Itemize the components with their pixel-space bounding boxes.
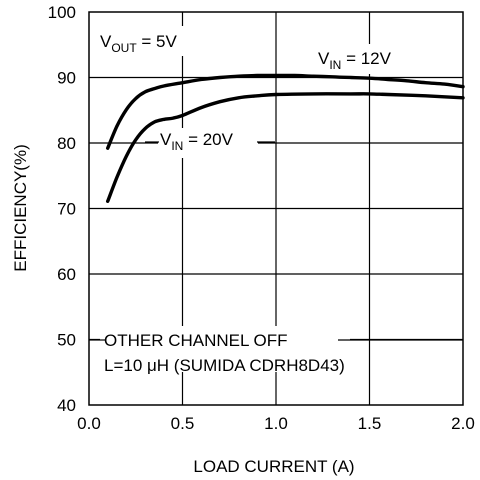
note-bg (100, 326, 350, 372)
x-tick-label: 0.5 (171, 414, 195, 433)
y-tick-label: 90 (57, 69, 76, 88)
vin20-label-bg (158, 128, 258, 158)
note-line-1: OTHER CHANNEL OFF (104, 331, 288, 350)
y-tick-label: 80 (57, 134, 76, 153)
y-tick-label: 60 (57, 265, 76, 284)
x-tick-label: 0.0 (77, 414, 101, 433)
tick-labels: 0.0 0.5 1.0 1.5 2.0 40 50 60 70 80 90 100 (48, 3, 475, 433)
y-axis-title: EFFICIENCY(%) (11, 144, 30, 272)
y-tick-label: 40 (57, 396, 76, 415)
x-tick-label: 1.5 (358, 414, 382, 433)
y-tick-label: 100 (48, 3, 76, 22)
vin12-label-bg (313, 44, 417, 74)
vout-label-bg (95, 26, 207, 56)
vin12-label: VIN = 12V (318, 49, 392, 72)
y-tick-label: 50 (57, 331, 76, 350)
note-line-2: L=10 μH (SUMIDA CDRH8D43) (104, 356, 345, 375)
plot-frame (88, 11, 464, 406)
vin20-label: VIN = 20V (160, 130, 234, 153)
series-lines (106, 73, 465, 203)
x-tick-label: 1.0 (264, 414, 288, 433)
series-line-vin-20v (106, 92, 465, 203)
x-axis-title: LOAD CURRENT (A) (193, 457, 354, 476)
x-tick-label: 2.0 (451, 414, 475, 433)
series-line-vin-12v (106, 73, 465, 150)
vout-label: VOUT = 5V (100, 32, 178, 55)
y-tick-label: 70 (57, 200, 76, 219)
